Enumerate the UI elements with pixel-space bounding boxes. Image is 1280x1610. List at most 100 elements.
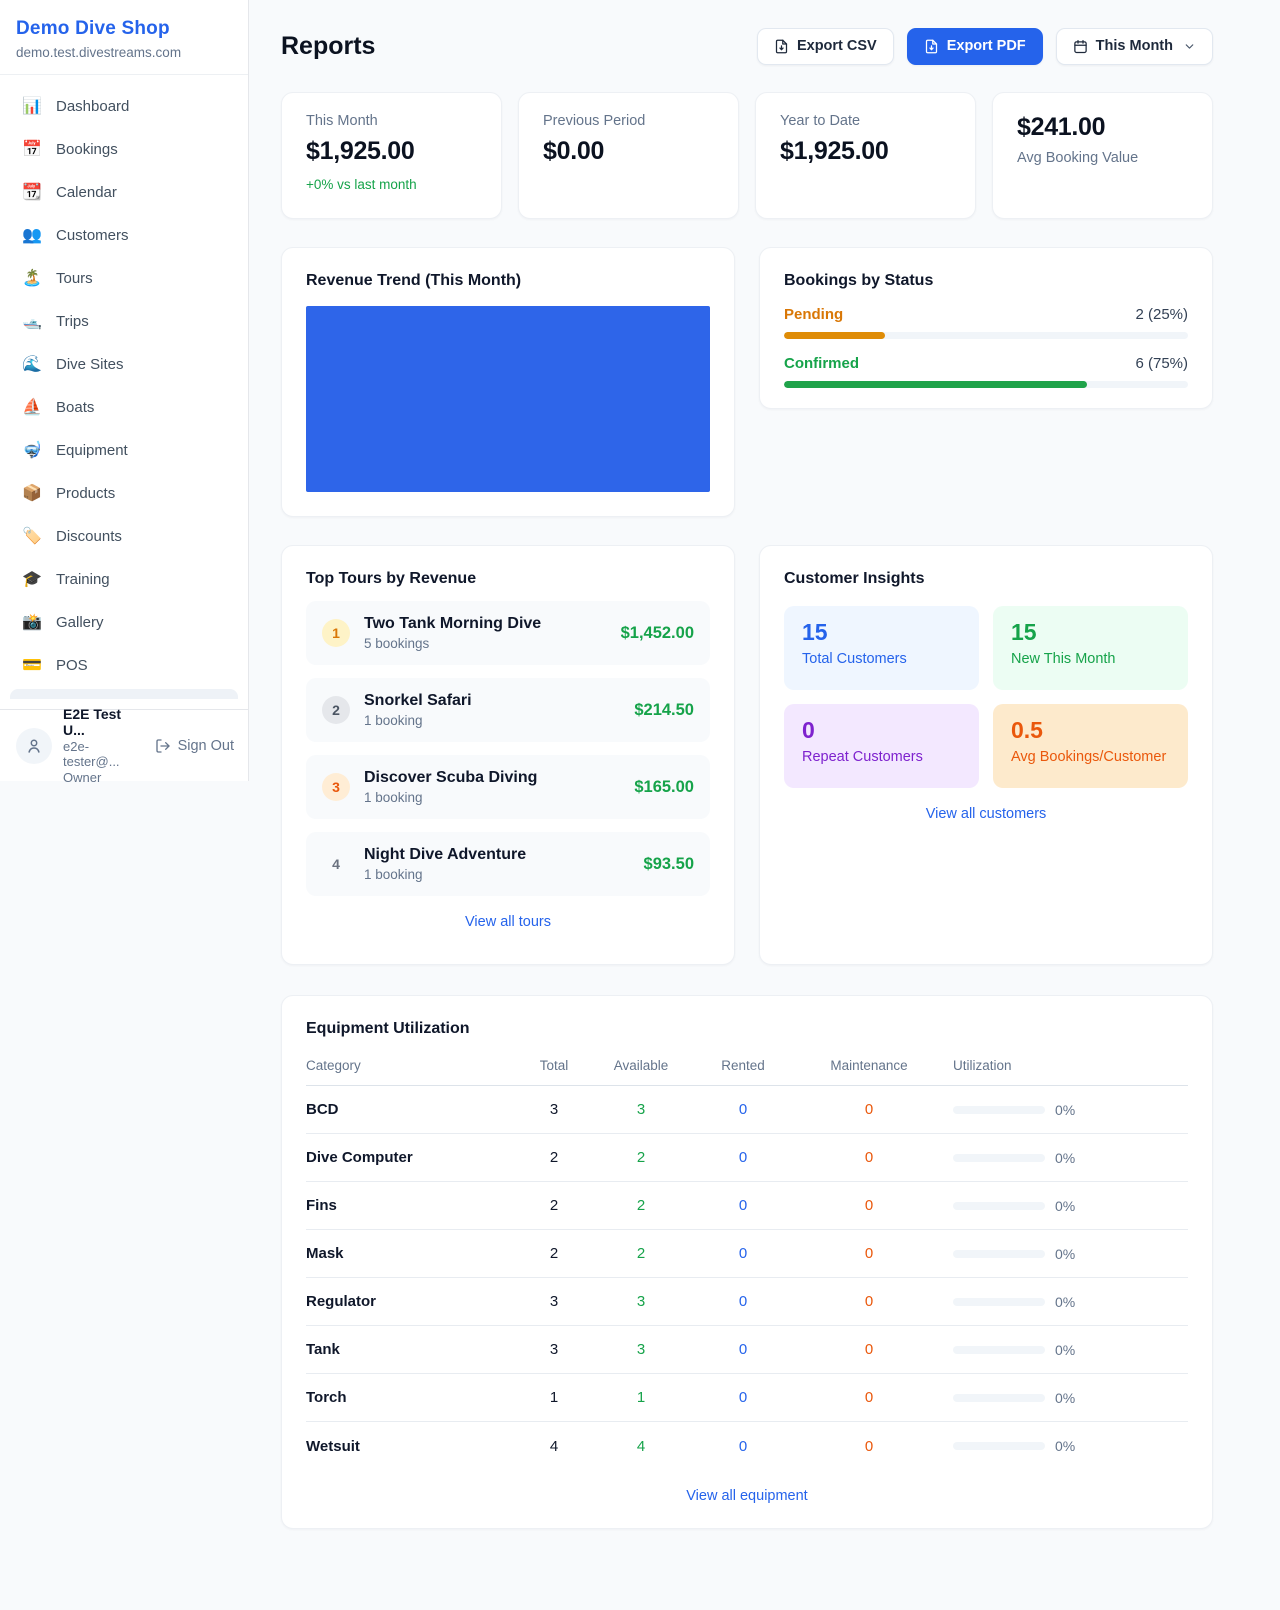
status-row: Pending 2 (25%): [784, 306, 1188, 339]
equipment-available: 3: [636, 1293, 646, 1310]
export-csv-label: Export CSV: [796, 38, 877, 54]
sidebar-item-equipment[interactable]: 🤿 Equipment: [10, 431, 238, 469]
stat-value: $1,925.00: [306, 137, 415, 165]
stat-label: Previous Period: [543, 113, 646, 129]
insight-value: 15: [802, 619, 828, 645]
status-label: Confirmed: [784, 355, 859, 372]
view-all-tours-link[interactable]: View all tours: [465, 914, 551, 930]
status-row: Confirmed 6 (75%): [784, 355, 1188, 388]
bar-chart-icon: 📊: [22, 98, 42, 115]
status-value: 6 (75%): [1135, 355, 1188, 372]
stat-trend-note: +0% vs last month: [306, 177, 417, 192]
export-pdf-label: Export PDF: [946, 38, 1026, 54]
tour-revenue: $165.00: [634, 777, 694, 796]
view-all-customers-link[interactable]: View all customers: [925, 806, 1047, 822]
utilization-track: [953, 1393, 1045, 1402]
package-icon: 📦: [22, 485, 42, 502]
equipment-total: 3: [549, 1101, 559, 1118]
wave-icon: 🌊: [22, 356, 42, 373]
stat-value: $1,925.00: [780, 137, 889, 165]
utilization-track: [953, 1442, 1045, 1450]
sidebar-item-gallery[interactable]: 📸 Gallery: [10, 603, 238, 641]
status-progress-fill: [784, 332, 885, 339]
equipment-rented: 0: [738, 1149, 748, 1166]
equipment-utilization-cell: 0%: [932, 1294, 1188, 1310]
equipment-table-row: Torch 1 1 0 0 0%: [306, 1374, 1188, 1422]
column-header-maintenance: Maintenance: [830, 1058, 908, 1073]
insight-label: Avg Bookings/Customer: [1011, 749, 1167, 765]
sign-out-button[interactable]: Sign Out: [155, 738, 234, 754]
sidebar-item-bookings[interactable]: 📅 Bookings: [10, 130, 238, 168]
sidebar-item-discounts[interactable]: 🏷️ Discounts: [10, 517, 238, 555]
utilization-percent: 0%: [1055, 1293, 1076, 1310]
equipment-maintenance: 0: [864, 1197, 874, 1214]
sidebar-item-calendar[interactable]: 📆 Calendar: [10, 173, 238, 211]
sidebar-item-label: Dive Sites: [56, 355, 124, 373]
sidebar: Demo Dive Shop demo.test.divestreams.com…: [0, 0, 249, 785]
utilization-track: [953, 1153, 1045, 1162]
sidebar-item-products[interactable]: 📦 Products: [10, 474, 238, 512]
sidebar-item-dive-sites[interactable]: 🌊 Dive Sites: [10, 345, 238, 383]
tour-name: Snorkel Safari: [364, 692, 472, 709]
sidebar-item-dashboard[interactable]: 📊 Dashboard: [10, 87, 238, 125]
sidebar-item-boats[interactable]: ⛵ Boats: [10, 388, 238, 426]
sidebar-item-pos[interactable]: 💳 POS: [10, 646, 238, 684]
sidebar-item-customers[interactable]: 👥 Customers: [10, 216, 238, 254]
export-csv-button[interactable]: Export CSV: [756, 27, 894, 65]
equipment-utilization-cell: 0%: [932, 1198, 1188, 1214]
tour-name: Two Tank Morning Dive: [364, 615, 542, 632]
period-select[interactable]: This Month: [1055, 27, 1213, 65]
card-title: Top Tours by Revenue: [306, 570, 477, 587]
shop-domain: demo.test.divestreams.com: [16, 45, 182, 60]
tour-row: 3 Discover Scuba Diving 1 booking $165.0…: [306, 755, 710, 819]
equipment-total: 3: [549, 1293, 559, 1310]
utilization-track: [953, 1249, 1045, 1258]
sidebar-item-label: Gallery: [56, 613, 104, 631]
export-pdf-button[interactable]: Export PDF: [906, 27, 1043, 65]
stat-card-year-to-date: Year to Date $1,925.00: [755, 92, 976, 219]
equipment-total: 1: [549, 1389, 559, 1406]
column-header-utilization: Utilization: [953, 1058, 1012, 1073]
equipment-utilization-cell: 0%: [932, 1246, 1188, 1262]
equipment-available: 2: [636, 1197, 646, 1214]
sidebar-item-tours[interactable]: 🏝️ Tours: [10, 259, 238, 297]
insight-value: 0: [802, 717, 815, 743]
sign-out-icon: [155, 738, 170, 753]
tour-name: Night Dive Adventure: [364, 846, 527, 863]
sidebar-item-label: Trips: [56, 312, 89, 330]
user-name: E2E Test U...: [63, 706, 122, 738]
equipment-table-row: Regulator 3 3 0 0 0%: [306, 1278, 1188, 1326]
equipment-maintenance: 0: [864, 1245, 874, 1262]
equipment-available: 2: [636, 1245, 646, 1262]
chevron-down-icon: [1185, 43, 1194, 49]
utilization-percent: 0%: [1055, 1197, 1076, 1214]
status-label: Pending: [784, 306, 844, 323]
credit-card-icon: 💳: [22, 657, 42, 674]
equipment-rented: 0: [738, 1101, 748, 1118]
equipment-total: 2: [549, 1197, 559, 1214]
equipment-total: 4: [549, 1437, 559, 1455]
stat-card-this-month: This Month $1,925.00 +0% vs last month: [281, 92, 502, 219]
utilization-percent: 0%: [1055, 1149, 1076, 1166]
stat-card-avg-booking-value: $241.00 Avg Booking Value: [992, 92, 1213, 219]
tear-off-calendar-icon: 📆: [22, 184, 42, 201]
sign-out-label: Sign Out: [177, 737, 234, 754]
graduation-cap-icon: 🎓: [22, 571, 42, 588]
equipment-total: 2: [549, 1149, 559, 1166]
utilization-percent: 0%: [1055, 1341, 1076, 1358]
sidebar-item-reports-active-partial[interactable]: [10, 689, 238, 699]
insight-tile: 15 New This Month: [993, 606, 1188, 690]
equipment-maintenance: 0: [864, 1389, 874, 1406]
equipment-maintenance: 0: [864, 1101, 874, 1118]
file-download-icon: [925, 39, 937, 53]
column-header-available: Available: [613, 1058, 669, 1073]
camera-icon: 📸: [22, 614, 42, 631]
sidebar-item-label: Equipment: [56, 441, 128, 459]
sidebar-item-training[interactable]: 🎓 Training: [10, 560, 238, 598]
sidebar-item-label: Discounts: [56, 527, 122, 545]
view-all-equipment-link[interactable]: View all equipment: [686, 1488, 808, 1504]
stats-row: This Month $1,925.00 +0% vs last month P…: [281, 92, 1213, 219]
page-header: Reports Export CSV Export PDF This Month: [281, 26, 1213, 66]
calendar-icon: 📅: [22, 141, 42, 158]
sidebar-item-trips[interactable]: 🛥️ Trips: [10, 302, 238, 340]
